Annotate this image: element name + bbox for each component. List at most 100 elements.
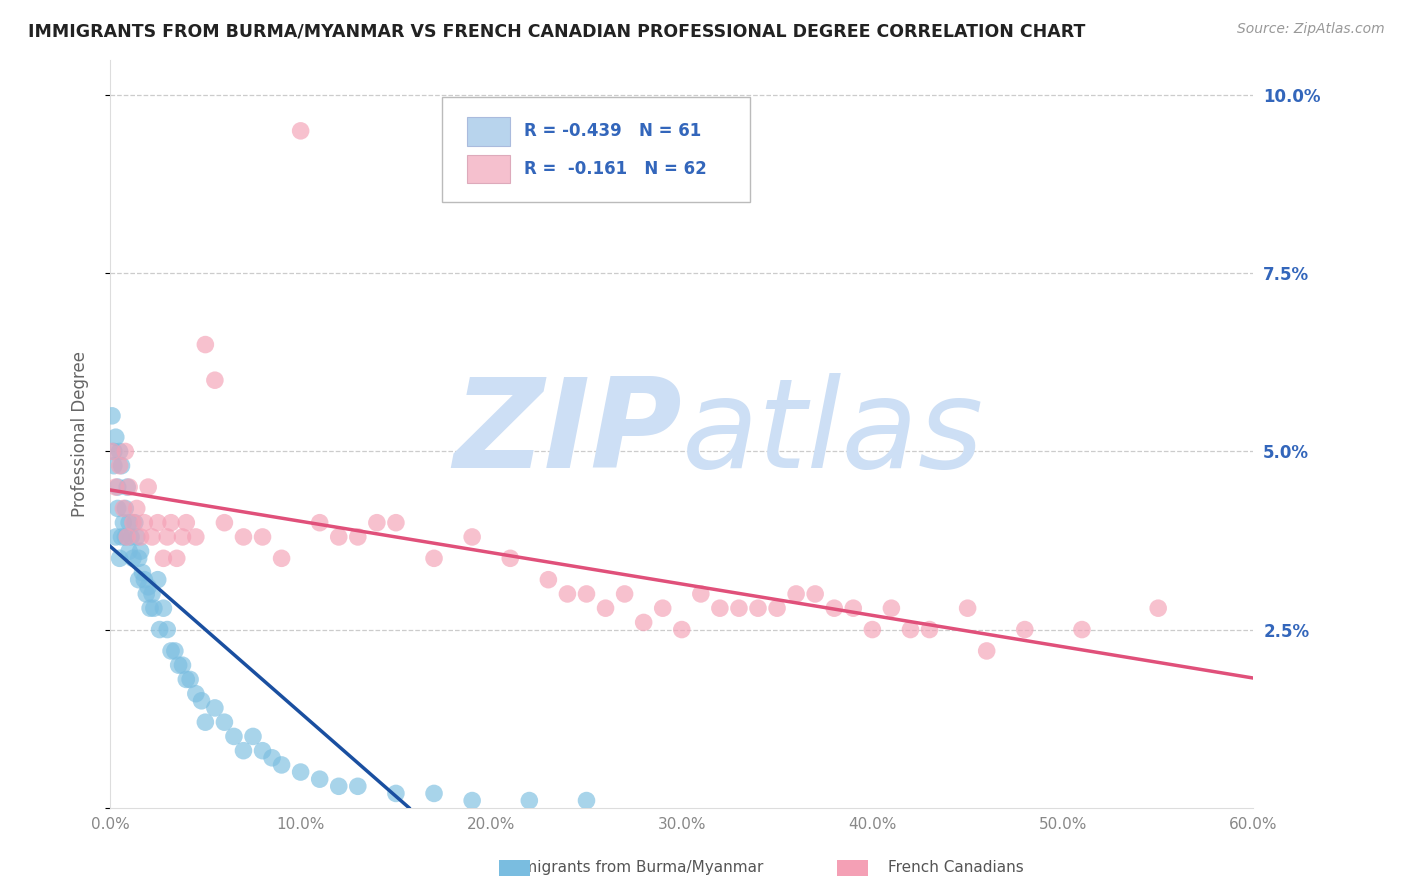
Point: [328, 530, 350, 544]
Text: ZIP: ZIP: [453, 373, 682, 494]
Point: [194, 715, 217, 730]
Point: [290, 765, 312, 780]
Point: [118, 480, 141, 494]
Point: [423, 551, 446, 566]
Point: [134, 573, 156, 587]
Point: [328, 780, 350, 794]
Bar: [467, 117, 510, 145]
Point: [163, 644, 186, 658]
Point: [290, 124, 312, 138]
Point: [499, 551, 522, 566]
Point: [270, 758, 292, 772]
Point: [252, 530, 274, 544]
Point: [128, 551, 150, 566]
Point: [184, 530, 207, 544]
Point: [107, 480, 129, 494]
Point: [633, 615, 655, 630]
Point: [956, 601, 979, 615]
Text: Source: ZipAtlas.com: Source: ZipAtlas.com: [1237, 22, 1385, 37]
Point: [125, 501, 148, 516]
Y-axis label: Professional Degree: Professional Degree: [72, 351, 89, 516]
Point: [880, 601, 903, 615]
Point: [146, 573, 169, 587]
Point: [118, 544, 141, 558]
Point: [103, 444, 125, 458]
Point: [114, 501, 136, 516]
Point: [129, 544, 152, 558]
Point: [214, 516, 236, 530]
Point: [141, 587, 163, 601]
Point: [517, 793, 540, 807]
Point: [346, 780, 368, 794]
Point: [423, 786, 446, 800]
Point: [804, 587, 827, 601]
Point: [107, 501, 129, 516]
Point: [651, 601, 673, 615]
Point: [308, 772, 330, 787]
Point: [575, 587, 598, 601]
Point: [366, 516, 388, 530]
Point: [860, 623, 883, 637]
Point: [308, 516, 330, 530]
Point: [575, 793, 598, 807]
Point: [537, 573, 560, 587]
Point: [104, 430, 127, 444]
Point: [101, 444, 124, 458]
Point: [179, 673, 201, 687]
Point: [785, 587, 807, 601]
Point: [222, 730, 245, 744]
Point: [136, 480, 159, 494]
Point: [128, 573, 150, 587]
Point: [689, 587, 711, 601]
Point: [114, 530, 136, 544]
Point: [125, 530, 148, 544]
Point: [900, 623, 922, 637]
Point: [461, 530, 484, 544]
Point: [918, 623, 941, 637]
Text: French Canadians: French Canadians: [889, 860, 1024, 874]
Point: [112, 516, 135, 530]
Text: atlas: atlas: [682, 373, 984, 494]
Point: [156, 530, 179, 544]
Point: [461, 793, 484, 807]
Point: [122, 551, 145, 566]
Point: [613, 587, 636, 601]
Point: [172, 658, 194, 673]
Point: [160, 644, 183, 658]
Point: [242, 730, 264, 744]
Point: [747, 601, 769, 615]
Point: [557, 587, 579, 601]
Point: [204, 701, 226, 715]
Point: [270, 551, 292, 566]
Point: [152, 601, 174, 615]
Point: [131, 566, 153, 580]
Point: [108, 458, 131, 473]
Point: [110, 530, 132, 544]
Point: [149, 623, 172, 637]
Point: [167, 658, 190, 673]
Point: [115, 480, 138, 494]
Point: [671, 623, 693, 637]
Point: [124, 516, 146, 530]
Point: [976, 644, 998, 658]
Point: [101, 409, 124, 423]
Point: [728, 601, 751, 615]
Point: [1071, 623, 1094, 637]
Point: [176, 516, 198, 530]
Point: [184, 687, 207, 701]
Point: [766, 601, 789, 615]
Point: [194, 337, 217, 351]
Point: [120, 530, 142, 544]
Point: [103, 458, 125, 473]
Point: [1014, 623, 1036, 637]
Point: [252, 744, 274, 758]
Point: [141, 530, 163, 544]
Point: [160, 516, 183, 530]
Point: [134, 516, 156, 530]
Point: [129, 530, 152, 544]
Point: [232, 530, 254, 544]
Point: [260, 751, 283, 765]
Point: [135, 587, 157, 601]
Point: [139, 601, 162, 615]
Point: [115, 530, 138, 544]
